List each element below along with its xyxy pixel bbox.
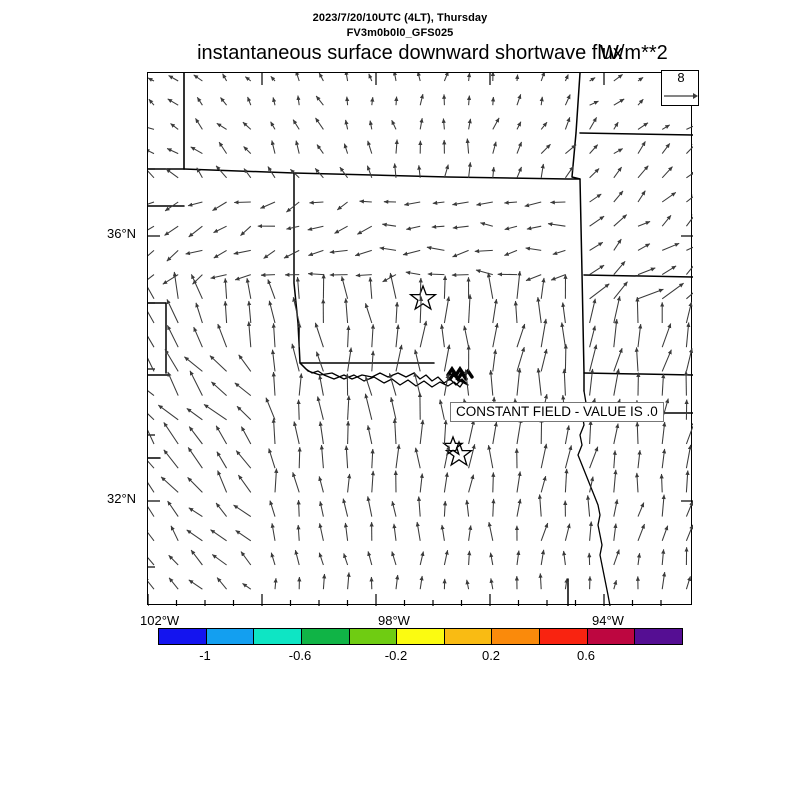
header-model-name: FV3m0b0l0_GFS025 xyxy=(346,27,454,39)
border-texas-louisiana-sabine xyxy=(577,390,611,606)
border-oklahoma-panhandle xyxy=(293,172,435,364)
cb-seg-11[interactable] xyxy=(634,628,684,645)
border-oklahoma-arkansas xyxy=(583,274,693,278)
axis-ticks xyxy=(148,73,693,606)
page-title: instantaneous surface downward shortwave… xyxy=(197,42,623,64)
colorbar-tick-2: -0.2 xyxy=(384,648,408,663)
colorbar[interactable] xyxy=(158,628,684,645)
map-plot-area[interactable]: CONSTANT FIELD - VALUE IS .0 xyxy=(147,72,693,606)
colorbar-tick-1: -0.6 xyxy=(288,648,312,663)
cb-seg-1[interactable] xyxy=(158,628,206,645)
cb-seg-4[interactable] xyxy=(300,628,349,645)
cb-seg-3[interactable] xyxy=(253,628,301,645)
right-arrow-icon xyxy=(664,93,698,99)
cb-seg-5[interactable] xyxy=(348,628,397,645)
reference-vector-legend: 8 xyxy=(661,70,699,106)
river-red-texas-oklahoma xyxy=(299,362,467,386)
border-kansas-oklahoma xyxy=(183,168,581,180)
reference-vector-value: 8 xyxy=(677,70,685,85)
colorbar-tick-4: 0.6 xyxy=(576,648,596,663)
cb-seg-7[interactable] xyxy=(443,628,492,645)
colorbar-tick-0: -1 xyxy=(199,648,211,663)
header-datetime: 2023/7/20/10UTC (4LT), Thursday xyxy=(312,12,488,24)
colorbar-tick-3: 0.2 xyxy=(481,648,501,663)
station-star-north xyxy=(408,284,438,311)
river-red-main xyxy=(299,362,469,388)
station-star-south xyxy=(441,435,474,467)
cb-seg-6[interactable] xyxy=(396,628,444,645)
cb-seg-8[interactable] xyxy=(491,628,540,645)
cb-seg-9[interactable] xyxy=(539,628,587,645)
xtick-label-98w: 98°W xyxy=(378,613,410,628)
constant-field-annotation: CONSTANT FIELD - VALUE IS .0 xyxy=(450,402,664,422)
xtick-label-94w: 94°W xyxy=(592,613,624,628)
wind-vector-field xyxy=(148,73,693,590)
cb-seg-2[interactable] xyxy=(205,628,254,645)
border-kansas-missouri xyxy=(579,132,693,136)
title-units: W/m**2 xyxy=(600,42,668,64)
ytick-label-36n: 36°N xyxy=(107,226,137,241)
ytick-label-32n: 32°N xyxy=(107,491,137,506)
cb-seg-10[interactable] xyxy=(586,628,635,645)
xtick-label-102w: 102°W xyxy=(140,613,180,628)
